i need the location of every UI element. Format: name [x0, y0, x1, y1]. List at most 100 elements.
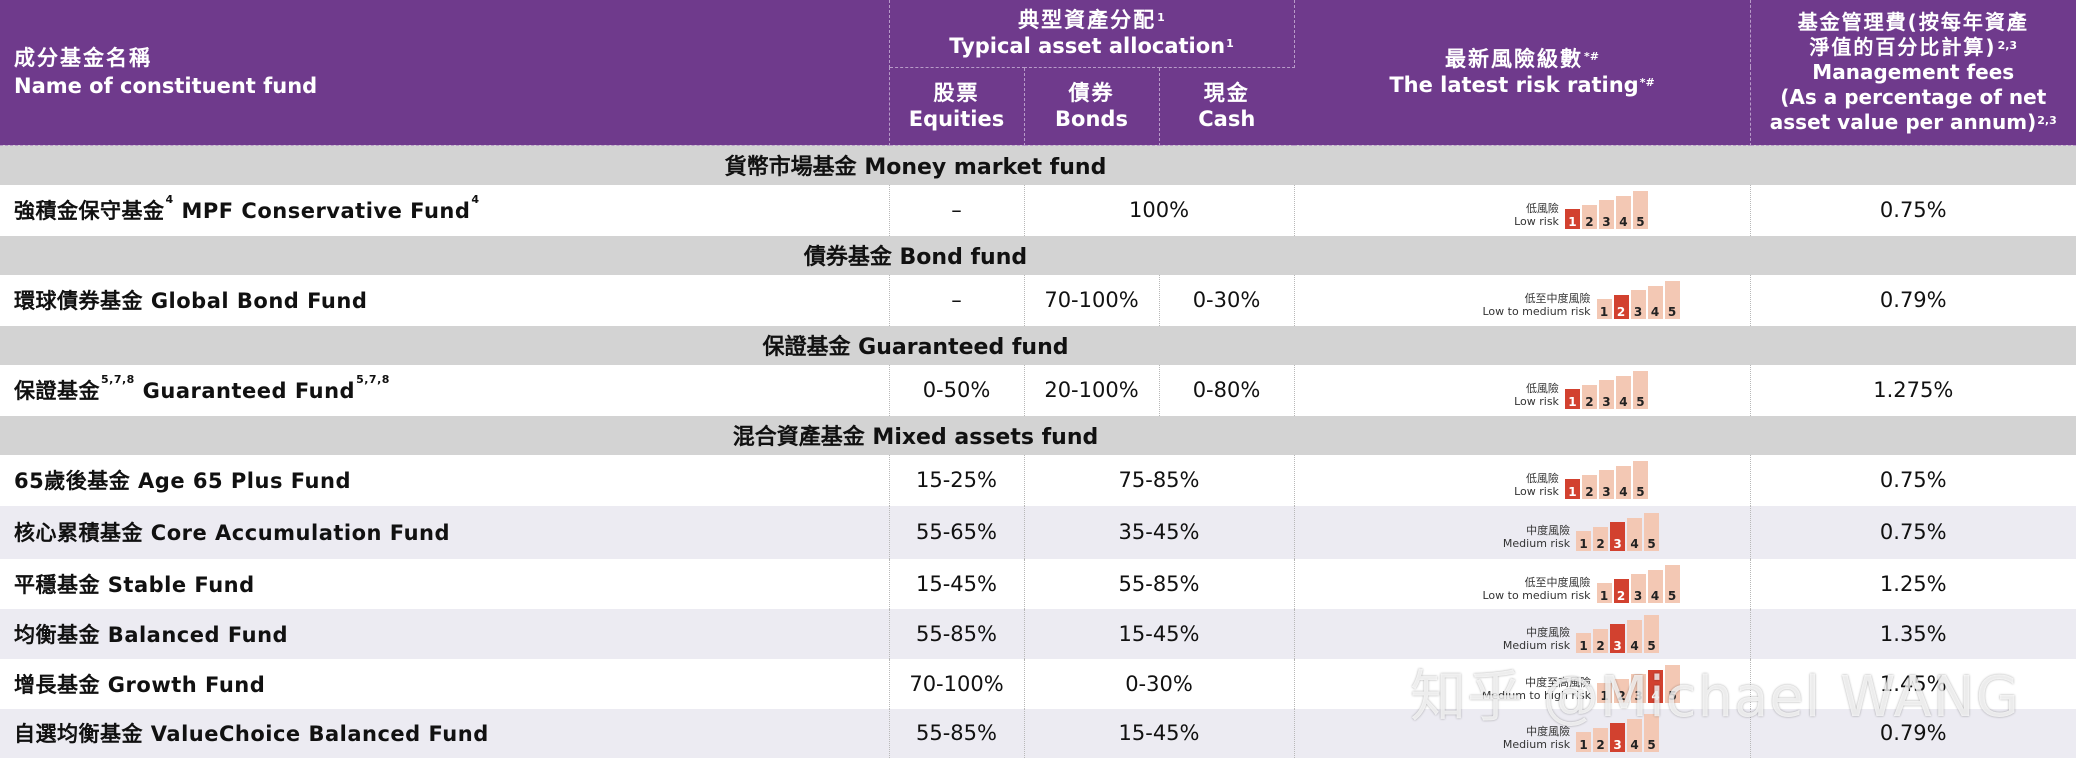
risk-label-en: Low risk — [1514, 395, 1559, 408]
cash-cell: 0-30% — [1159, 274, 1295, 326]
risk-bar-4: 4 — [1627, 719, 1643, 752]
risk-bar-3: 3 — [1630, 573, 1646, 603]
risk-bar-3: 3 — [1598, 380, 1614, 409]
risk-bar-1: 1 — [1596, 582, 1612, 603]
risk-label-zh: 低風險 — [1525, 472, 1559, 485]
bonds-cash-cell: 75-85% — [1024, 454, 1295, 506]
fee-cell: 0.79% — [1750, 274, 2076, 326]
fund-name: 強積金保守基金4 MPF Conservative Fund4 — [0, 184, 890, 236]
category-bond: 債券基金 Bond fund — [803, 245, 1028, 270]
risk-bar-4: 4 — [1627, 619, 1643, 653]
cash-cell: 0-80% — [1159, 364, 1295, 416]
risk-bar-4: 4 — [1647, 286, 1663, 319]
risk-bar-1: 1 — [1564, 389, 1580, 409]
risk-cell: 中度至高風險 Medium to high risk 1 2 3 4 5 — [1294, 658, 1751, 709]
category-row: 債券基金 Bond fund — [0, 235, 2076, 275]
risk-label-zh: 中度風險 — [1526, 725, 1571, 738]
risk-rating-indicator: 低風險 Low risk 1 2 3 4 5 — [1295, 371, 1750, 409]
risk-bar-3: 3 — [1610, 723, 1626, 752]
risk-bar-2: 2 — [1613, 295, 1629, 319]
category-guaranteed: 保證基金 Guaranteed fund — [762, 335, 1069, 360]
fund-table: 成分基金名稱 Name of constituent fund 典型資產分配1 … — [0, 0, 2076, 758]
risk-bar-5: 5 — [1665, 664, 1681, 703]
risk-bar-1: 1 — [1597, 682, 1613, 703]
header-equities: 股票 Equities — [889, 67, 1025, 146]
risk-rating-indicator: 低風險 Low risk 1 2 3 4 5 — [1295, 461, 1750, 499]
risk-label: 低風險 Low risk — [1514, 472, 1559, 498]
risk-bar-2: 2 — [1581, 205, 1597, 229]
risk-label: 低風險 Low risk — [1514, 382, 1559, 408]
risk-bar-5: 5 — [1632, 371, 1648, 409]
risk-rating-indicator: 中度風險 Medium risk 1 2 3 4 5 — [1295, 513, 1750, 551]
risk-cell: 低風險 Low risk 1 2 3 4 5 — [1294, 454, 1751, 506]
equities-cell: 55-85% — [889, 608, 1025, 659]
risk-bar-5: 5 — [1644, 513, 1660, 551]
equities-cell: 15-25% — [889, 454, 1025, 506]
equities-cell: 70-100% — [889, 658, 1025, 709]
fee-cell: 0.75% — [1750, 505, 2076, 559]
risk-label: 中度風險 Medium risk — [1503, 626, 1570, 652]
bonds-cash-cell: 0-30% — [1024, 658, 1295, 709]
table-row: 自選均衡基金 ValueChoice Balanced Fund 55-85% … — [0, 708, 2076, 758]
risk-rating-indicator: 中度風險 Medium risk 1 2 3 4 5 — [1295, 714, 1750, 752]
fee-cell: 0.79% — [1750, 708, 2076, 758]
equities-cell: – — [889, 184, 1025, 236]
table-row: 強積金保守基金4 MPF Conservative Fund4 – 100% 低… — [0, 184, 2076, 236]
fund-name: 平穩基金 Stable Fund — [0, 558, 890, 609]
table-row: 核心累積基金 Core Accumulation Fund 55-65% 35-… — [0, 505, 2076, 559]
risk-bar-1: 1 — [1596, 299, 1612, 319]
risk-label-en: Medium to high risk — [1481, 688, 1592, 702]
risk-bar-2: 2 — [1593, 527, 1609, 551]
risk-label: 低風險 Low risk — [1514, 202, 1559, 228]
fund-name: 增長基金 Growth Fund — [0, 658, 890, 709]
risk-bar-1: 1 — [1576, 531, 1592, 551]
fee-cell: 0.75% — [1750, 184, 2076, 236]
category-mixed-assets: 混合資產基金 Mixed assets fund — [732, 425, 1099, 450]
risk-label-en: Low risk — [1514, 215, 1559, 228]
risk-bar-2: 2 — [1581, 475, 1597, 499]
risk-label-zh: 中度至高風險 — [1525, 675, 1592, 689]
risk-bar-2: 2 — [1593, 728, 1609, 752]
risk-label: 中度至高風險 Medium to high risk — [1482, 676, 1591, 702]
fund-name: 自選均衡基金 ValueChoice Balanced Fund — [0, 708, 890, 758]
risk-label-zh: 中度風險 — [1526, 524, 1571, 537]
risk-label-en: Medium risk — [1502, 537, 1571, 550]
risk-label: 中度風險 Medium risk — [1503, 524, 1570, 550]
fee-cell: 0.75% — [1750, 454, 2076, 506]
header-management-fees: 基金管理費(按每年資產 淨值的百分比計算)2,3 Management fees… — [1750, 0, 2076, 146]
header-typical-allocation: 典型資產分配1 Typical asset allocation1 — [889, 0, 1295, 68]
risk-bar-4: 4 — [1615, 376, 1631, 409]
equities-cell: – — [889, 274, 1025, 326]
risk-bar-5: 5 — [1644, 714, 1660, 752]
fund-name: 環球債券基金 Global Bond Fund — [0, 274, 890, 326]
risk-bar-3: 3 — [1610, 623, 1626, 653]
category-row: 保證基金 Guaranteed fund — [0, 325, 2076, 365]
risk-label: 低至中度風險 Low to medium risk — [1482, 292, 1590, 318]
risk-rating-indicator: 中度至高風險 Medium to high risk 1 2 3 4 5 — [1295, 664, 1750, 703]
risk-bar-4: 4 — [1648, 669, 1664, 703]
risk-label-zh: 低至中度風險 — [1524, 292, 1591, 305]
risk-bar-3: 3 — [1610, 522, 1626, 551]
risk-bar-2: 2 — [1593, 628, 1609, 653]
risk-label-en: Low risk — [1514, 485, 1559, 498]
risk-bar-5: 5 — [1644, 614, 1660, 653]
risk-cell: 低風險 Low risk 1 2 3 4 5 — [1294, 364, 1751, 416]
risk-label: 中度風險 Medium risk — [1503, 725, 1570, 751]
risk-bar-3: 3 — [1630, 290, 1646, 319]
table-row: 平穩基金 Stable Fund 15-45% 55-85% 低至中度風險 Low… — [0, 558, 2076, 609]
table-row: 65歲後基金 Age 65 Plus Fund 15-25% 75-85% 低風… — [0, 454, 2076, 506]
risk-bar-2: 2 — [1581, 385, 1597, 409]
risk-bar-2: 2 — [1614, 678, 1630, 703]
risk-label-en: Medium risk — [1502, 738, 1571, 751]
equities-cell: 55-65% — [889, 505, 1025, 559]
risk-cell: 中度風險 Medium risk 1 2 3 4 5 — [1294, 505, 1751, 559]
risk-label-en: Medium risk — [1502, 638, 1571, 652]
risk-bar-4: 4 — [1615, 466, 1631, 499]
risk-rating-indicator: 低至中度風險 Low to medium risk 1 2 3 4 5 — [1295, 564, 1750, 603]
table-row: 環球債券基金 Global Bond Fund – 70-100% 0-30% … — [0, 274, 2076, 326]
risk-bar-4: 4 — [1647, 569, 1663, 603]
